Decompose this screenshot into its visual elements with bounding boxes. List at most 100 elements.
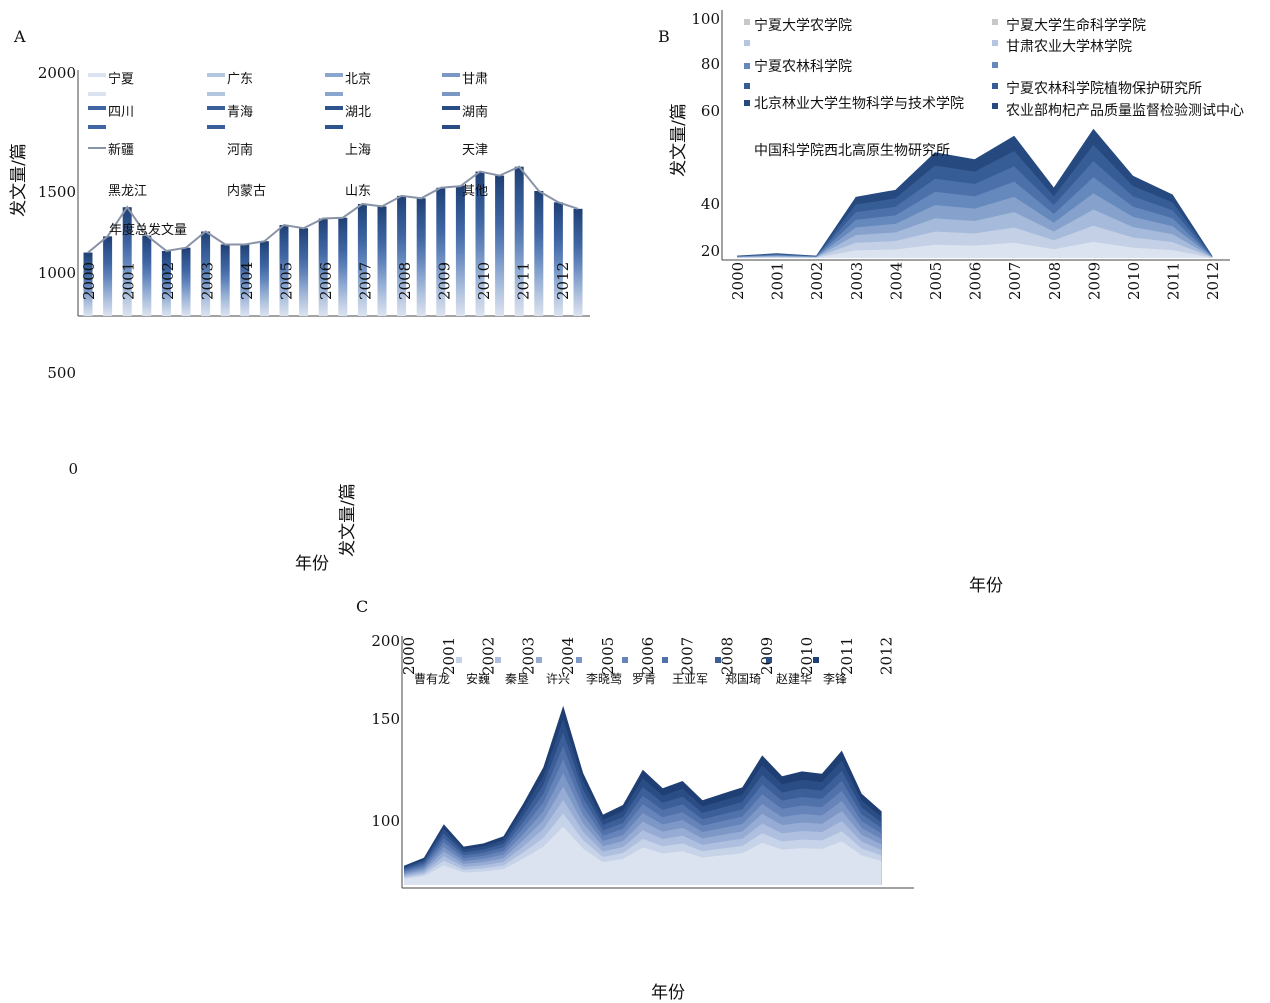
legend-label-c: 许兴 [546, 672, 570, 686]
bar-a [553, 202, 563, 316]
legend-label-a: 广东 [227, 72, 253, 87]
x-tick-c: 2008 [718, 637, 736, 675]
legend-label-a: 湖北 [345, 105, 371, 120]
legend-swatch-b [992, 103, 998, 109]
x-tick-c: 2009 [758, 637, 776, 675]
bar-a [357, 203, 367, 316]
x-tick-a: 2005 [278, 262, 296, 300]
y-tick-b: 20 [701, 242, 720, 260]
bar-a [534, 191, 544, 316]
legend-swatch-c [576, 657, 582, 663]
bar-a [436, 187, 446, 316]
y-axis-label-c: 发文量/篇 [338, 483, 358, 557]
legend-label-a: 新疆 [108, 142, 134, 158]
bar-a [220, 244, 230, 316]
x-tick-a: 2007 [357, 262, 375, 300]
y-tick-b: 100 [691, 10, 720, 28]
y-tick-b: 80 [701, 55, 720, 73]
legend-label-c: 郑国琦 [725, 671, 761, 686]
bar-a [318, 218, 328, 316]
x-tick-b: 2001 [769, 262, 787, 300]
x-tick-c: 2010 [798, 637, 816, 675]
legend-label-c: 李锋 [823, 671, 847, 686]
legend-label-c: 秦垦 [505, 672, 529, 686]
legend-swatch-a [442, 125, 460, 129]
panel-b: B 100 80 60 40 20 发文量/篇 2000 2001 2002 2003 2004 200… [658, 10, 1244, 596]
x-tick-a: 2011 [515, 262, 533, 300]
x-tick-a: 2002 [159, 262, 177, 300]
legend-swatch-b [992, 40, 998, 46]
legend-label-b: 宁夏农林科学院 [754, 58, 852, 75]
x-tick-a: 2009 [436, 262, 454, 300]
x-tick-c: 2012 [878, 637, 896, 675]
x-tick-c: 2002 [480, 637, 498, 675]
bar-a [161, 250, 171, 316]
y-tick-c: 100 [371, 812, 400, 830]
panel-label-c: C [356, 597, 368, 616]
x-tick-b: 2003 [848, 262, 866, 300]
legend-swatch-a [207, 125, 225, 129]
legend-swatch-a [88, 92, 106, 96]
legend-label-a: 其他 [462, 184, 488, 199]
x-axis-label-b: 年份 [969, 576, 1003, 596]
legend-swatch-c [536, 657, 542, 663]
legend-label-a: 内蒙古 [227, 183, 266, 199]
legend-swatch-c [813, 657, 819, 663]
y-axis-label-a: 发文量/篇 [9, 143, 29, 217]
y-tick-a: 1000 [38, 264, 76, 282]
legend-label-c: 曹有龙 [414, 672, 450, 686]
bar-a [338, 217, 348, 316]
legend-swatch-b [744, 40, 750, 46]
x-tick-c: 2007 [679, 637, 697, 675]
legend-swatch-c [766, 657, 772, 663]
panel-label-a: A [13, 27, 26, 46]
x-tick-b: 2008 [1046, 262, 1064, 300]
bar-a [201, 231, 211, 316]
legend-swatch-b [744, 63, 750, 69]
legend-label-b: 中国科学院西北高原生物研究所 [754, 142, 950, 159]
legend-label-b: 北京林业大学生物科学与技术学院 [754, 96, 964, 112]
legend-swatch-a [88, 125, 106, 129]
x-tick-b: 2004 [887, 262, 905, 300]
y-tick-a: 2000 [38, 64, 76, 82]
bar-a [514, 166, 524, 316]
bar-a [103, 236, 113, 316]
y-axis-label-b: 发文量/篇 [669, 103, 689, 177]
legend-swatch-a [442, 92, 460, 96]
legend-label-c: 李晓莺 [586, 671, 622, 686]
legend-swatch-c [715, 657, 721, 663]
legend-label-a: 甘肃 [462, 72, 488, 87]
y-tick-b: 60 [701, 102, 720, 120]
panel-a: A 2000 1500 1000 500 0 发文量/篇 2000 2001 2002 2003 20… [9, 27, 590, 574]
legend-label-c: 罗青 [632, 672, 656, 686]
legend-label-b: 宁夏农林科学院植物保护研究所 [1006, 80, 1202, 97]
x-tick-c: 2006 [639, 637, 657, 675]
legend-swatch-a [325, 125, 343, 129]
x-tick-b: 2005 [927, 262, 945, 300]
bar-a [279, 225, 289, 316]
legend-label-b: 宁夏大学农学院 [754, 17, 852, 34]
y-tick-b: 40 [701, 195, 720, 213]
x-tick-a: 2003 [199, 262, 217, 300]
x-tick-c: 2005 [599, 637, 617, 675]
y-tick-c: 200 [371, 632, 400, 650]
x-tick-a: 2001 [120, 262, 138, 300]
bar-a [181, 247, 191, 316]
legend-label-a: 天津 [462, 143, 488, 158]
bar-a [142, 235, 152, 316]
legend-label-b: 农业部枸杞产品质量监督检验测试中心 [1006, 103, 1244, 119]
bar-a [122, 207, 132, 316]
x-axis-label-c: 年份 [651, 983, 685, 1003]
area-layer-c [404, 826, 882, 885]
y-tick-a: 1500 [38, 183, 76, 201]
x-tick-c: 2004 [559, 637, 577, 675]
legend-label-a: 年度总发文量 [109, 222, 187, 238]
bar-a [240, 244, 250, 316]
legend-label-c: 王亚军 [672, 672, 708, 686]
legend-swatch-c [662, 657, 668, 663]
legend-swatch-a [207, 92, 225, 96]
y-tick-a: 0 [68, 460, 78, 478]
legend-swatch-b [992, 62, 998, 68]
legend-swatch-a [325, 92, 343, 96]
x-tick-b: 2000 [729, 262, 747, 300]
